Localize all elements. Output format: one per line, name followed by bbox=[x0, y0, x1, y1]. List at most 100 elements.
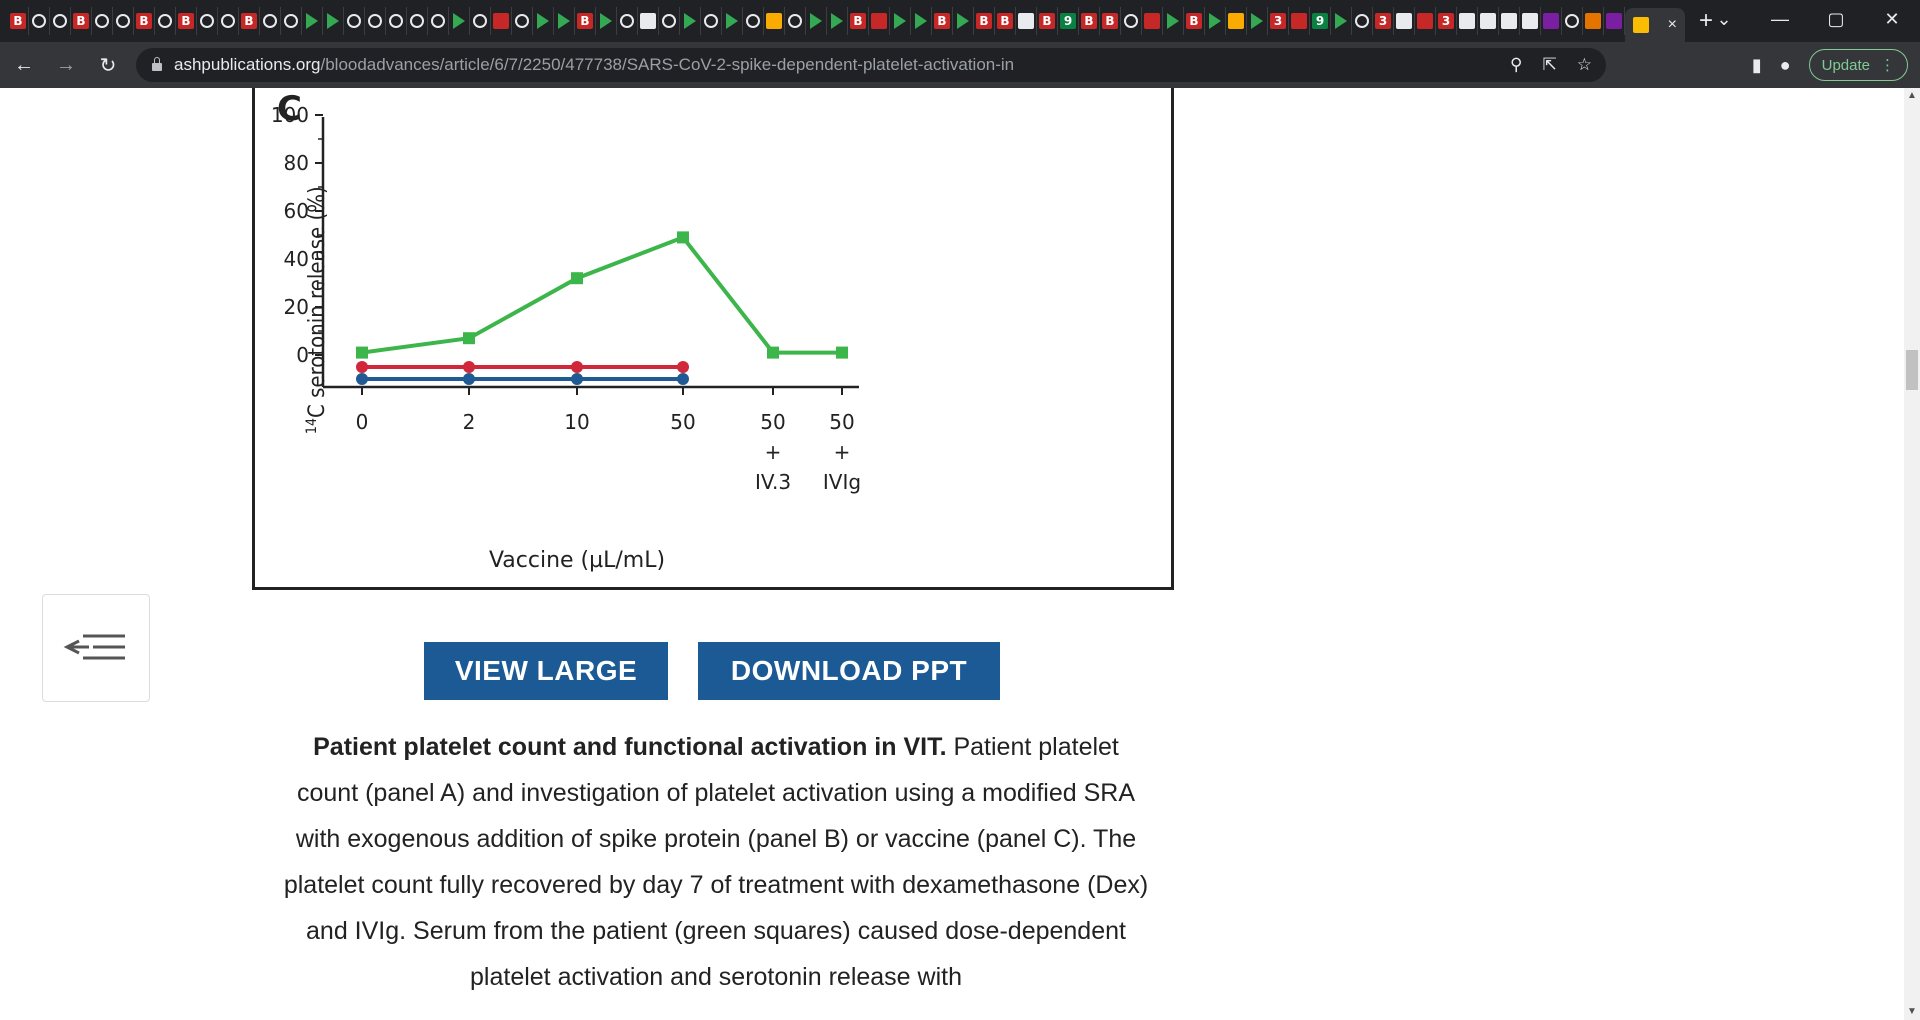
browser-tab[interactable] bbox=[1331, 7, 1352, 35]
browser-tab[interactable] bbox=[785, 7, 806, 35]
vertical-scrollbar[interactable]: ▲ ▼ bbox=[1904, 88, 1920, 1020]
browser-tab[interactable]: B bbox=[8, 7, 29, 35]
close-window-icon[interactable]: ✕ bbox=[1884, 8, 1900, 29]
browser-tab[interactable]: 3 bbox=[1373, 7, 1394, 35]
browser-tab[interactable]: B bbox=[974, 7, 995, 35]
browser-tab[interactable] bbox=[869, 7, 890, 35]
view-large-button[interactable]: VIEW LARGE bbox=[424, 642, 668, 700]
browser-tab[interactable] bbox=[281, 7, 302, 35]
browser-tab[interactable] bbox=[1142, 7, 1163, 35]
browser-tab[interactable] bbox=[197, 7, 218, 35]
browser-tab[interactable]: B bbox=[1037, 7, 1058, 35]
browser-tab[interactable] bbox=[155, 7, 176, 35]
browser-tab[interactable] bbox=[680, 7, 701, 35]
browser-tab[interactable] bbox=[1520, 7, 1541, 35]
browser-tab[interactable] bbox=[743, 7, 764, 35]
browser-tab[interactable] bbox=[50, 7, 71, 35]
browser-tab[interactable] bbox=[554, 7, 575, 35]
browser-tab[interactable] bbox=[323, 7, 344, 35]
browser-tab[interactable] bbox=[533, 7, 554, 35]
browser-tab[interactable] bbox=[890, 7, 911, 35]
lock-icon[interactable] bbox=[152, 57, 162, 71]
browser-tab[interactable] bbox=[827, 7, 848, 35]
browser-tab[interactable] bbox=[470, 7, 491, 35]
update-button[interactable]: Update ⋮ bbox=[1808, 49, 1908, 81]
tab-close-icon[interactable]: × bbox=[1667, 16, 1677, 33]
browser-tab[interactable]: B bbox=[1100, 7, 1121, 35]
reload-icon[interactable]: ↻ bbox=[99, 54, 117, 77]
browser-tab[interactable] bbox=[1394, 7, 1415, 35]
browser-tab[interactable]: 9 bbox=[1058, 7, 1079, 35]
browser-tab[interactable] bbox=[638, 7, 659, 35]
browser-tab[interactable] bbox=[1583, 7, 1604, 35]
browser-tab[interactable] bbox=[596, 7, 617, 35]
scroll-down-arrow-icon[interactable]: ▼ bbox=[1907, 1006, 1917, 1017]
browser-tab[interactable] bbox=[1289, 7, 1310, 35]
browser-tab[interactable]: B bbox=[71, 7, 92, 35]
browser-tab[interactable] bbox=[911, 7, 932, 35]
browser-tab[interactable] bbox=[1457, 7, 1478, 35]
scroll-up-arrow-icon[interactable]: ▲ bbox=[1907, 90, 1917, 101]
forward-arrow-icon[interactable]: → bbox=[56, 53, 76, 76]
browser-tab[interactable] bbox=[1541, 7, 1562, 35]
browser-tab[interactable] bbox=[113, 7, 134, 35]
browser-tab[interactable] bbox=[806, 7, 827, 35]
browser-tab[interactable]: B bbox=[932, 7, 953, 35]
browser-tab[interactable] bbox=[1247, 7, 1268, 35]
table-of-contents-button[interactable] bbox=[42, 594, 150, 702]
restore-icon[interactable]: ▢ bbox=[1827, 8, 1845, 29]
browser-tab[interactable]: 3 bbox=[1436, 7, 1457, 35]
browser-tab[interactable] bbox=[512, 7, 533, 35]
browser-tab[interactable]: B bbox=[575, 7, 596, 35]
browser-tab[interactable]: 3 bbox=[1268, 7, 1289, 35]
browser-tab[interactable] bbox=[365, 7, 386, 35]
browser-tab[interactable] bbox=[953, 7, 974, 35]
browser-tab[interactable]: 9 bbox=[1310, 7, 1331, 35]
browser-tab[interactable] bbox=[1562, 7, 1583, 35]
tab-search-chevron-down-icon[interactable]: ⌄ bbox=[1716, 8, 1732, 29]
browser-tab[interactable] bbox=[659, 7, 680, 35]
browser-tab[interactable] bbox=[1352, 7, 1373, 35]
browser-tab[interactable] bbox=[344, 7, 365, 35]
browser-tab[interactable] bbox=[29, 7, 50, 35]
browser-tab[interactable] bbox=[1499, 7, 1520, 35]
browser-tab[interactable] bbox=[386, 7, 407, 35]
new-tab-button[interactable]: + bbox=[1699, 7, 1714, 34]
browser-tab[interactable] bbox=[1205, 7, 1226, 35]
zoom-icon[interactable]: ⚲ bbox=[1510, 55, 1523, 74]
back-arrow-icon[interactable]: ← bbox=[14, 53, 34, 76]
browser-tab[interactable] bbox=[1226, 7, 1247, 35]
browser-tab[interactable]: B bbox=[1079, 7, 1100, 35]
share-icon[interactable]: ⇱ bbox=[1542, 55, 1557, 74]
browser-tab[interactable] bbox=[701, 7, 722, 35]
browser-tab[interactable] bbox=[1604, 7, 1625, 35]
browser-tab[interactable] bbox=[92, 7, 113, 35]
download-ppt-button[interactable]: DOWNLOAD PPT bbox=[698, 642, 1000, 700]
scroll-thumb[interactable] bbox=[1906, 350, 1918, 390]
bookmark-star-icon[interactable]: ☆ bbox=[1576, 55, 1592, 74]
browser-tab[interactable]: B bbox=[1184, 7, 1205, 35]
browser-tab[interactable]: B bbox=[239, 7, 260, 35]
active-tab[interactable]: × bbox=[1625, 8, 1685, 42]
browser-tab[interactable]: B bbox=[848, 7, 869, 35]
browser-tab[interactable] bbox=[407, 7, 428, 35]
browser-tab[interactable] bbox=[722, 7, 743, 35]
browser-tab[interactable] bbox=[617, 7, 638, 35]
browser-tab[interactable] bbox=[302, 7, 323, 35]
browser-tab[interactable] bbox=[491, 7, 512, 35]
browser-tab[interactable] bbox=[1478, 7, 1499, 35]
profile-avatar-icon[interactable]: ● bbox=[1779, 54, 1791, 75]
browser-tab[interactable]: B bbox=[995, 7, 1016, 35]
address-bar[interactable]: ashpublications.org/bloodadvances/articl… bbox=[136, 48, 1606, 82]
url-text[interactable]: ashpublications.org/bloodadvances/articl… bbox=[174, 55, 1014, 75]
minimize-icon[interactable]: — bbox=[1771, 8, 1789, 29]
browser-tab[interactable] bbox=[218, 7, 239, 35]
browser-tab[interactable] bbox=[1415, 7, 1436, 35]
side-panel-icon[interactable]: ▮ bbox=[1751, 54, 1762, 75]
browser-tab[interactable] bbox=[1016, 7, 1037, 35]
browser-tab[interactable] bbox=[428, 7, 449, 35]
browser-tab[interactable] bbox=[764, 7, 785, 35]
browser-tab[interactable] bbox=[449, 7, 470, 35]
browser-tab[interactable] bbox=[1121, 7, 1142, 35]
browser-tab[interactable] bbox=[260, 7, 281, 35]
